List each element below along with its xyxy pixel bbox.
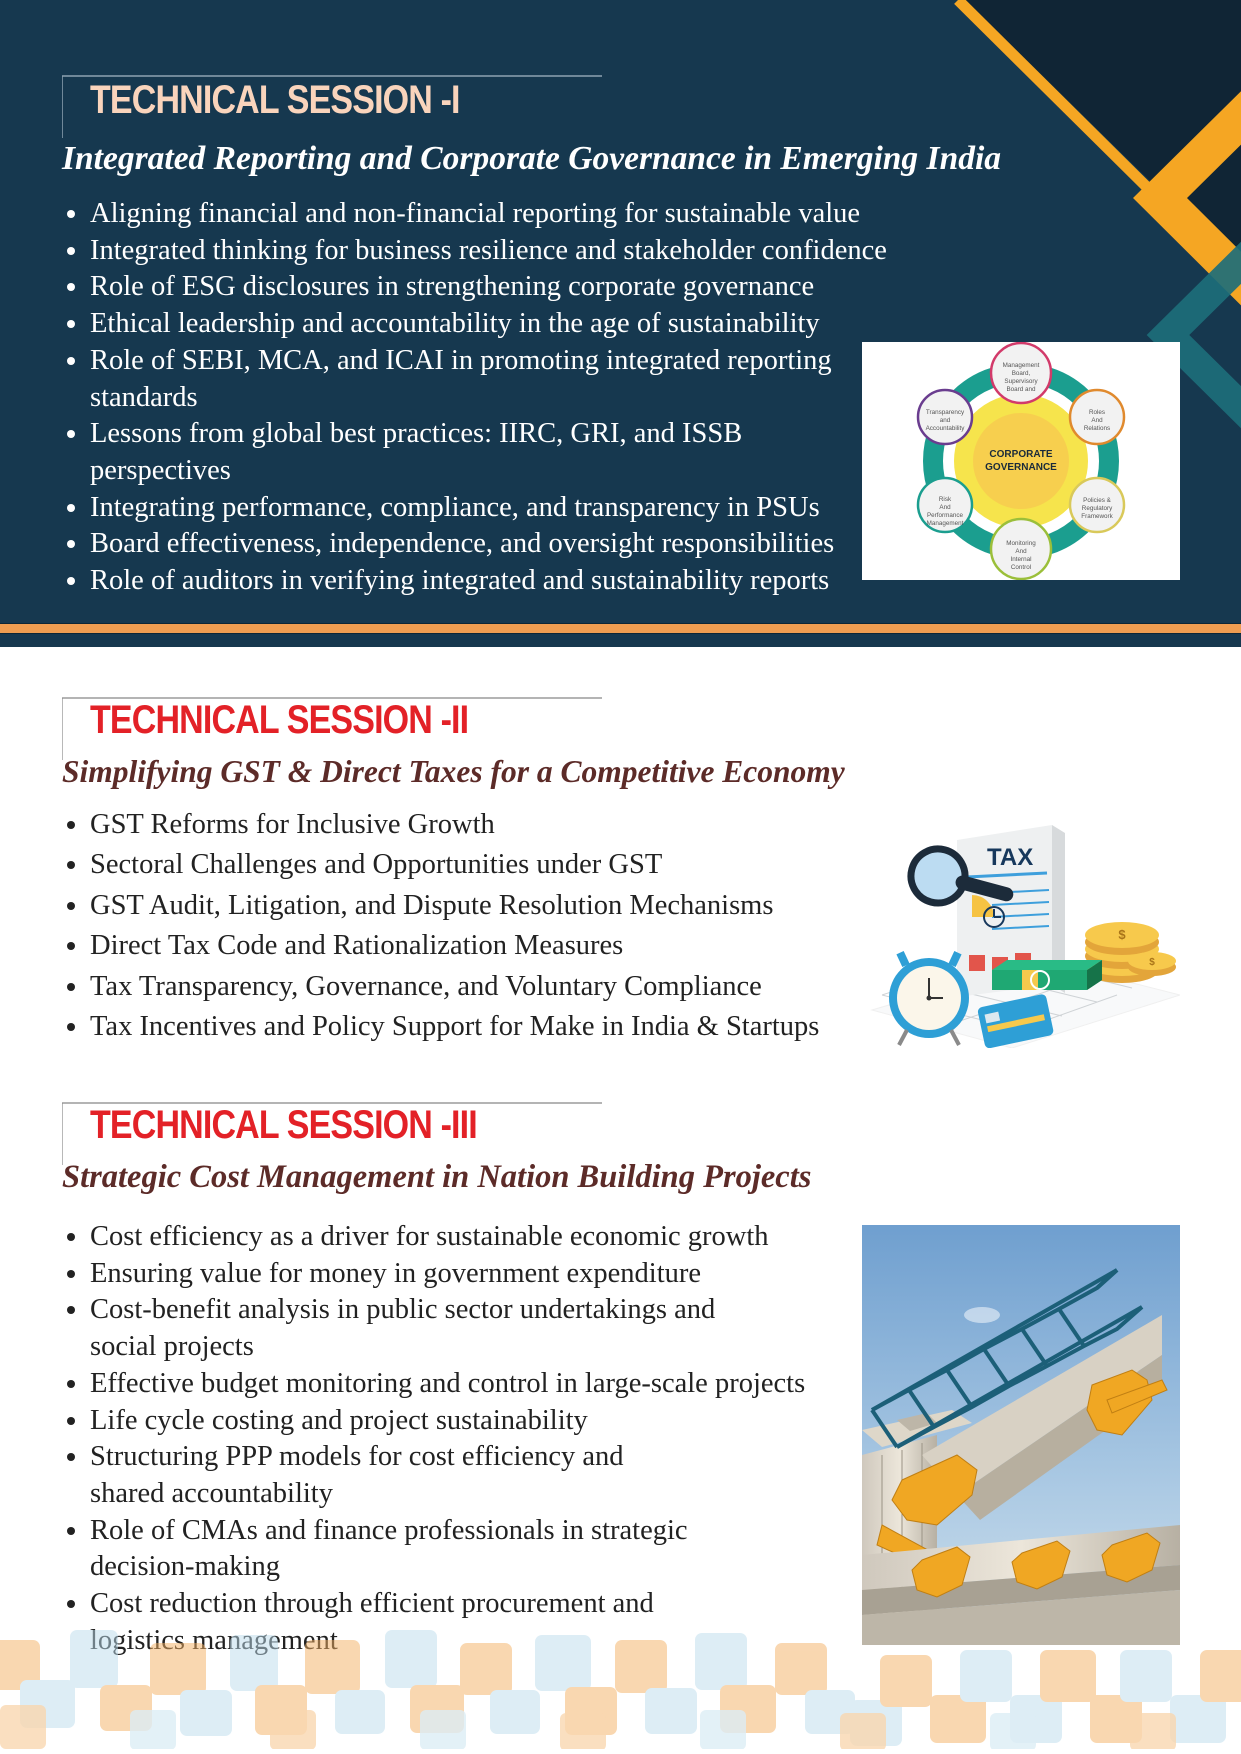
svg-text:$: $ [1118, 927, 1126, 942]
svg-text:Risk: Risk [939, 496, 952, 503]
svg-text:Accountability: Accountability [926, 425, 966, 432]
svg-text:Regulatory: Regulatory [1082, 505, 1113, 512]
svg-text:$: $ [1149, 957, 1155, 968]
svg-text:Framework: Framework [1081, 513, 1113, 520]
svg-text:Monitoring: Monitoring [1006, 540, 1036, 547]
svg-text:CORPORATE: CORPORATE [989, 449, 1052, 460]
svg-text:Transparency: Transparency [926, 409, 965, 416]
svg-text:GOVERNANCE: GOVERNANCE [985, 462, 1057, 473]
svg-text:Control: Control [1011, 564, 1031, 571]
svg-text:Relations: Relations [1084, 425, 1110, 432]
svg-text:Internal: Internal [1010, 556, 1031, 563]
svg-text:And: And [1015, 548, 1027, 555]
svg-text:And: And [939, 504, 951, 511]
svg-text:Board and: Board and [1006, 386, 1036, 393]
svg-text:Management: Management [1003, 362, 1040, 369]
svg-text:Performance: Performance [927, 512, 964, 519]
svg-text:Supervisory: Supervisory [1004, 378, 1038, 385]
svg-text:Policies &: Policies & [1083, 497, 1111, 504]
svg-text:and: and [940, 417, 951, 424]
svg-text:Board,: Board, [1012, 370, 1031, 377]
svg-text:And: And [1091, 417, 1103, 424]
svg-text:Management: Management [927, 520, 964, 527]
svg-text:Roles: Roles [1089, 409, 1105, 416]
svg-text:TAX: TAX [987, 844, 1033, 871]
